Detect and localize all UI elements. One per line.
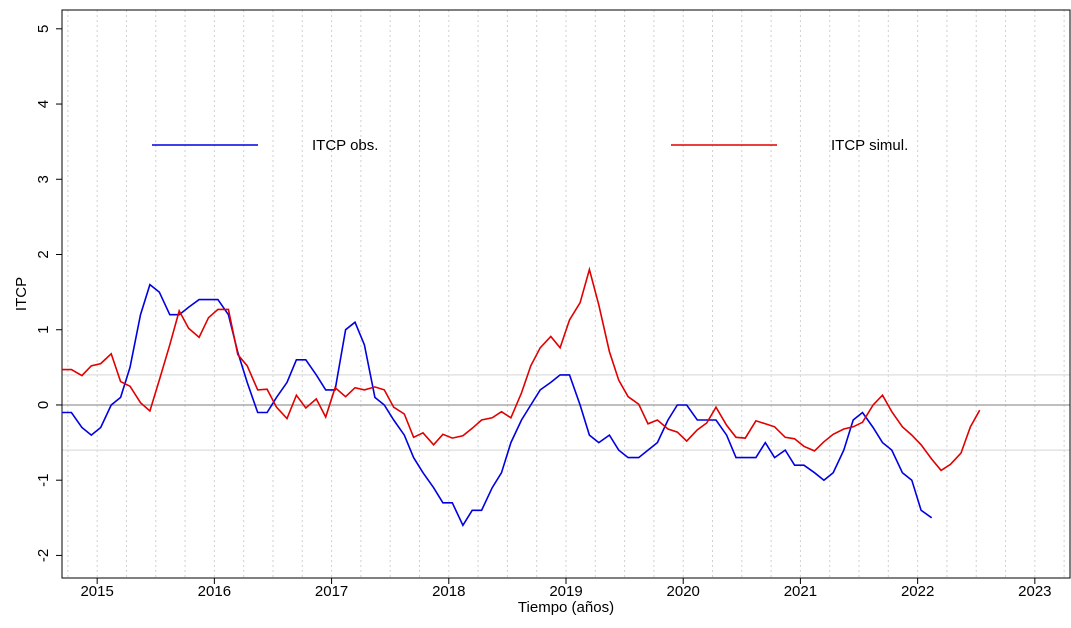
y-tick-label: 3 <box>35 175 52 183</box>
y-tick-label: 5 <box>35 25 52 33</box>
legend-label: ITCP obs. <box>312 137 378 154</box>
x-tick-label: 2015 <box>80 583 113 600</box>
x-tick-label: 2016 <box>198 583 231 600</box>
x-tick-label: 2019 <box>549 583 582 600</box>
y-tick-label: 0 <box>35 401 52 409</box>
series-line <box>62 266 981 472</box>
y-tick-label: -2 <box>35 549 52 562</box>
y-tick-label: 2 <box>35 250 52 258</box>
x-tick-label: 2017 <box>315 583 348 600</box>
y-tick-label: -1 <box>35 474 52 487</box>
x-tick-label: 2021 <box>784 583 817 600</box>
x-tick-label: 2020 <box>667 583 700 600</box>
y-tick-label: 1 <box>35 326 52 334</box>
x-tick-label: 2022 <box>901 583 934 600</box>
legend-label: ITCP simul. <box>831 137 908 154</box>
x-tick-label: 2018 <box>432 583 465 600</box>
y-tick-label: 4 <box>35 100 52 108</box>
y-axis-label: ITCP <box>13 277 30 311</box>
x-axis-label: Tiempo (años) <box>518 599 614 616</box>
series-line <box>62 283 933 527</box>
x-tick-label: 2023 <box>1018 583 1051 600</box>
